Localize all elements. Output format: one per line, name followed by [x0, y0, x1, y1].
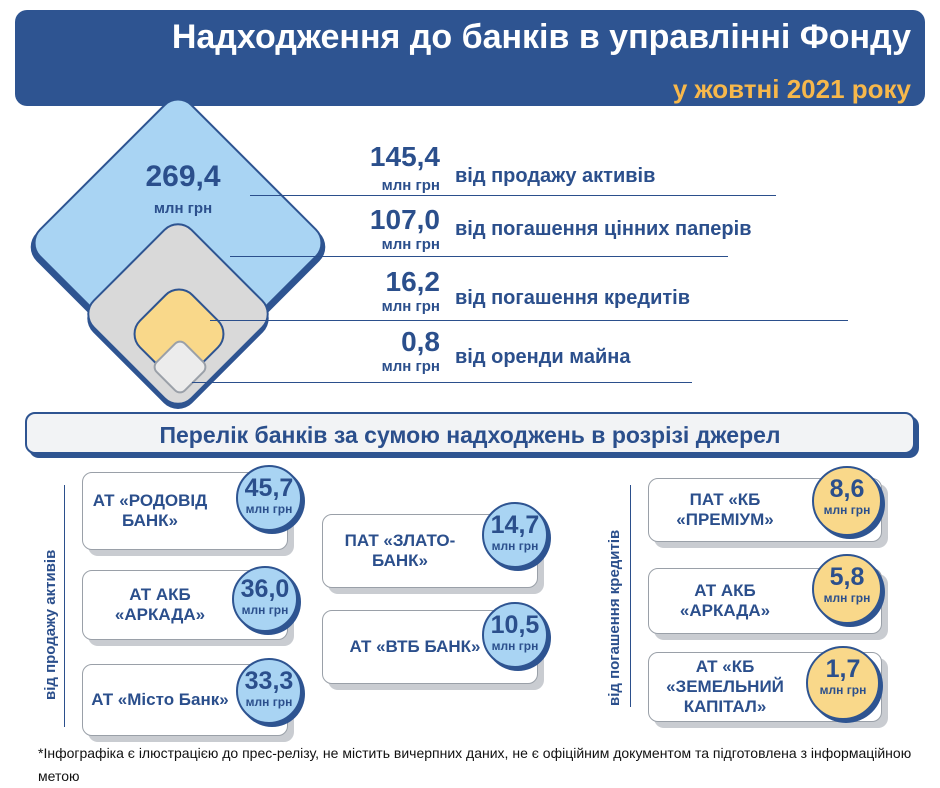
loan-repayment-vertical-label: від погашення кредитів	[606, 529, 623, 706]
bank-name: АТ АКБ «АРКАДА»	[114, 585, 206, 624]
bank-amount: 45,7	[244, 474, 294, 502]
footnote: *Інфографіка є ілюстрацією до прес-реліз…	[38, 745, 912, 784]
bank-unit: млн грн	[491, 639, 539, 653]
amount-bubble: 5,8 млн грн	[812, 554, 882, 624]
source-amount: 145,4	[369, 141, 440, 172]
bank-amount: 33,3	[244, 667, 294, 695]
page-subtitle: у жовтні 2021 року	[672, 74, 911, 104]
source-unit: млн грн	[381, 298, 440, 315]
bank-name: АТ АКБ «АРКАДА»	[679, 581, 771, 620]
amount-bubble: 36,0 млн грн	[232, 566, 298, 632]
bank-unit: млн грн	[823, 503, 871, 517]
bank-amount: 1,7	[825, 655, 861, 683]
source-label: від погашення кредитів	[455, 287, 691, 309]
bank-name: АТ «ВТБ БАНК»	[349, 637, 481, 656]
amount-bubble: 14,7 млн грн	[482, 502, 548, 568]
source-unit: млн грн	[381, 358, 440, 375]
amount-bubble: 33,3 млн грн	[236, 658, 302, 724]
bank-name: АТ «РОДОВІД БАНК»	[92, 491, 208, 530]
bank-amount: 10,5	[490, 611, 540, 639]
bank-name: ПАТ «КБ «ПРЕМІУМ»	[676, 490, 774, 529]
source-label: від погашення цінних паперів	[455, 218, 752, 240]
bank-name: АТ «Місто Банк»	[91, 690, 229, 709]
bank-unit: млн грн	[245, 695, 293, 709]
source-divider	[210, 320, 848, 321]
source-label: від продажу активів	[455, 165, 656, 187]
amount-bubble: 10,5 млн грн	[482, 602, 548, 668]
bank-unit: млн грн	[245, 502, 293, 516]
source-divider	[250, 195, 776, 196]
source-amount: 107,0	[369, 204, 440, 235]
amount-bubble: 8,6 млн грн	[812, 466, 882, 536]
bank-amount: 8,6	[829, 475, 865, 503]
bank-unit: млн грн	[241, 603, 289, 617]
source-unit: млн грн	[381, 236, 440, 253]
amount-bubble: 1,7 млн грн	[806, 646, 880, 720]
bank-name: АТ «КБ «ЗЕМЕЛЬНИЙ КАПІТАЛ»	[666, 657, 784, 716]
page-title: Надходження до банків в управлінні Фонду	[171, 18, 911, 56]
asset-sales-vertical-line	[64, 485, 65, 727]
total-unit: млн грн	[153, 200, 213, 217]
bank-unit: млн грн	[491, 539, 539, 553]
total-amount: 269,4	[145, 160, 221, 193]
bank-name: ПАТ «ЗЛАТО-БАНК»	[344, 531, 456, 570]
amount-bubble: 45,7 млн грн	[236, 465, 302, 531]
source-divider	[192, 382, 692, 383]
source-amount: 16,2	[385, 266, 441, 297]
bank-amount: 36,0	[240, 575, 290, 603]
bank-amount: 14,7	[490, 511, 540, 539]
bank-unit: млн грн	[819, 683, 867, 697]
source-amount: 0,8	[401, 326, 440, 357]
header-banner: Надходження до банків в управлінні Фонду…	[15, 10, 925, 106]
bank-list-title: Перелік банків за сумою надходжень в роз…	[159, 422, 781, 448]
bank-amount: 5,8	[829, 563, 865, 591]
source-divider	[230, 256, 728, 257]
bank-unit: млн грн	[823, 591, 871, 605]
loan-repayment-vertical-line	[630, 485, 631, 707]
bank-list-banner: Перелік банків за сумою надходжень в роз…	[25, 412, 915, 454]
source-unit: млн грн	[381, 177, 440, 194]
source-label: від оренди майна	[455, 346, 631, 368]
asset-sales-vertical-label: від продажу активів	[42, 549, 59, 700]
